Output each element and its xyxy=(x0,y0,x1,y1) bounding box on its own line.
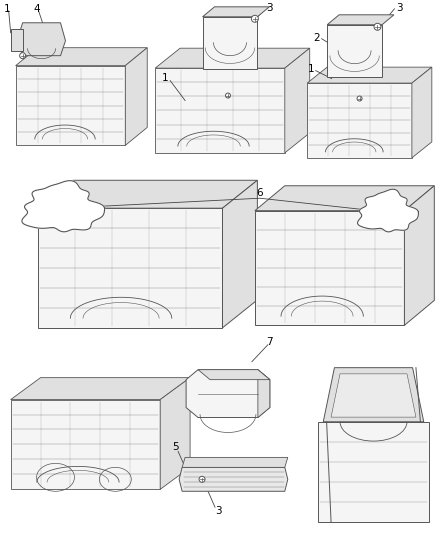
Polygon shape xyxy=(182,457,288,467)
Polygon shape xyxy=(307,83,412,158)
Polygon shape xyxy=(223,180,258,328)
Polygon shape xyxy=(323,368,424,422)
Polygon shape xyxy=(258,370,270,417)
Text: 1: 1 xyxy=(4,4,10,14)
Text: 3: 3 xyxy=(267,3,273,13)
Text: 3: 3 xyxy=(49,28,56,38)
Polygon shape xyxy=(327,15,394,25)
Circle shape xyxy=(199,477,205,482)
Circle shape xyxy=(357,96,362,101)
Polygon shape xyxy=(22,181,105,232)
Polygon shape xyxy=(38,208,223,328)
Polygon shape xyxy=(412,67,432,158)
Polygon shape xyxy=(11,400,160,489)
Polygon shape xyxy=(307,67,432,83)
Text: 4: 4 xyxy=(33,4,40,14)
Polygon shape xyxy=(186,370,270,417)
Polygon shape xyxy=(255,211,404,325)
Text: 1: 1 xyxy=(162,72,169,83)
Polygon shape xyxy=(11,29,23,51)
Text: 3: 3 xyxy=(215,506,221,516)
Polygon shape xyxy=(16,47,147,66)
Polygon shape xyxy=(202,17,258,69)
Polygon shape xyxy=(285,48,310,153)
Text: 2: 2 xyxy=(313,33,320,43)
Polygon shape xyxy=(357,189,418,232)
Polygon shape xyxy=(155,48,310,68)
Polygon shape xyxy=(327,25,382,77)
Polygon shape xyxy=(179,467,288,491)
Polygon shape xyxy=(18,23,66,55)
Polygon shape xyxy=(125,47,147,146)
Polygon shape xyxy=(16,66,125,146)
Polygon shape xyxy=(404,186,434,325)
Polygon shape xyxy=(11,378,190,400)
Text: 1: 1 xyxy=(307,63,314,74)
Text: 6: 6 xyxy=(257,188,263,198)
Polygon shape xyxy=(255,186,434,211)
Circle shape xyxy=(226,93,230,98)
Text: 3: 3 xyxy=(396,3,403,13)
Polygon shape xyxy=(155,68,285,153)
Text: 7: 7 xyxy=(267,337,273,347)
Polygon shape xyxy=(202,7,269,17)
Circle shape xyxy=(20,53,25,59)
Polygon shape xyxy=(198,370,270,379)
Polygon shape xyxy=(331,374,416,417)
Polygon shape xyxy=(160,378,190,489)
Polygon shape xyxy=(38,180,258,208)
Circle shape xyxy=(251,15,258,22)
Polygon shape xyxy=(318,422,429,522)
Text: 5: 5 xyxy=(172,442,178,453)
Circle shape xyxy=(374,23,381,30)
